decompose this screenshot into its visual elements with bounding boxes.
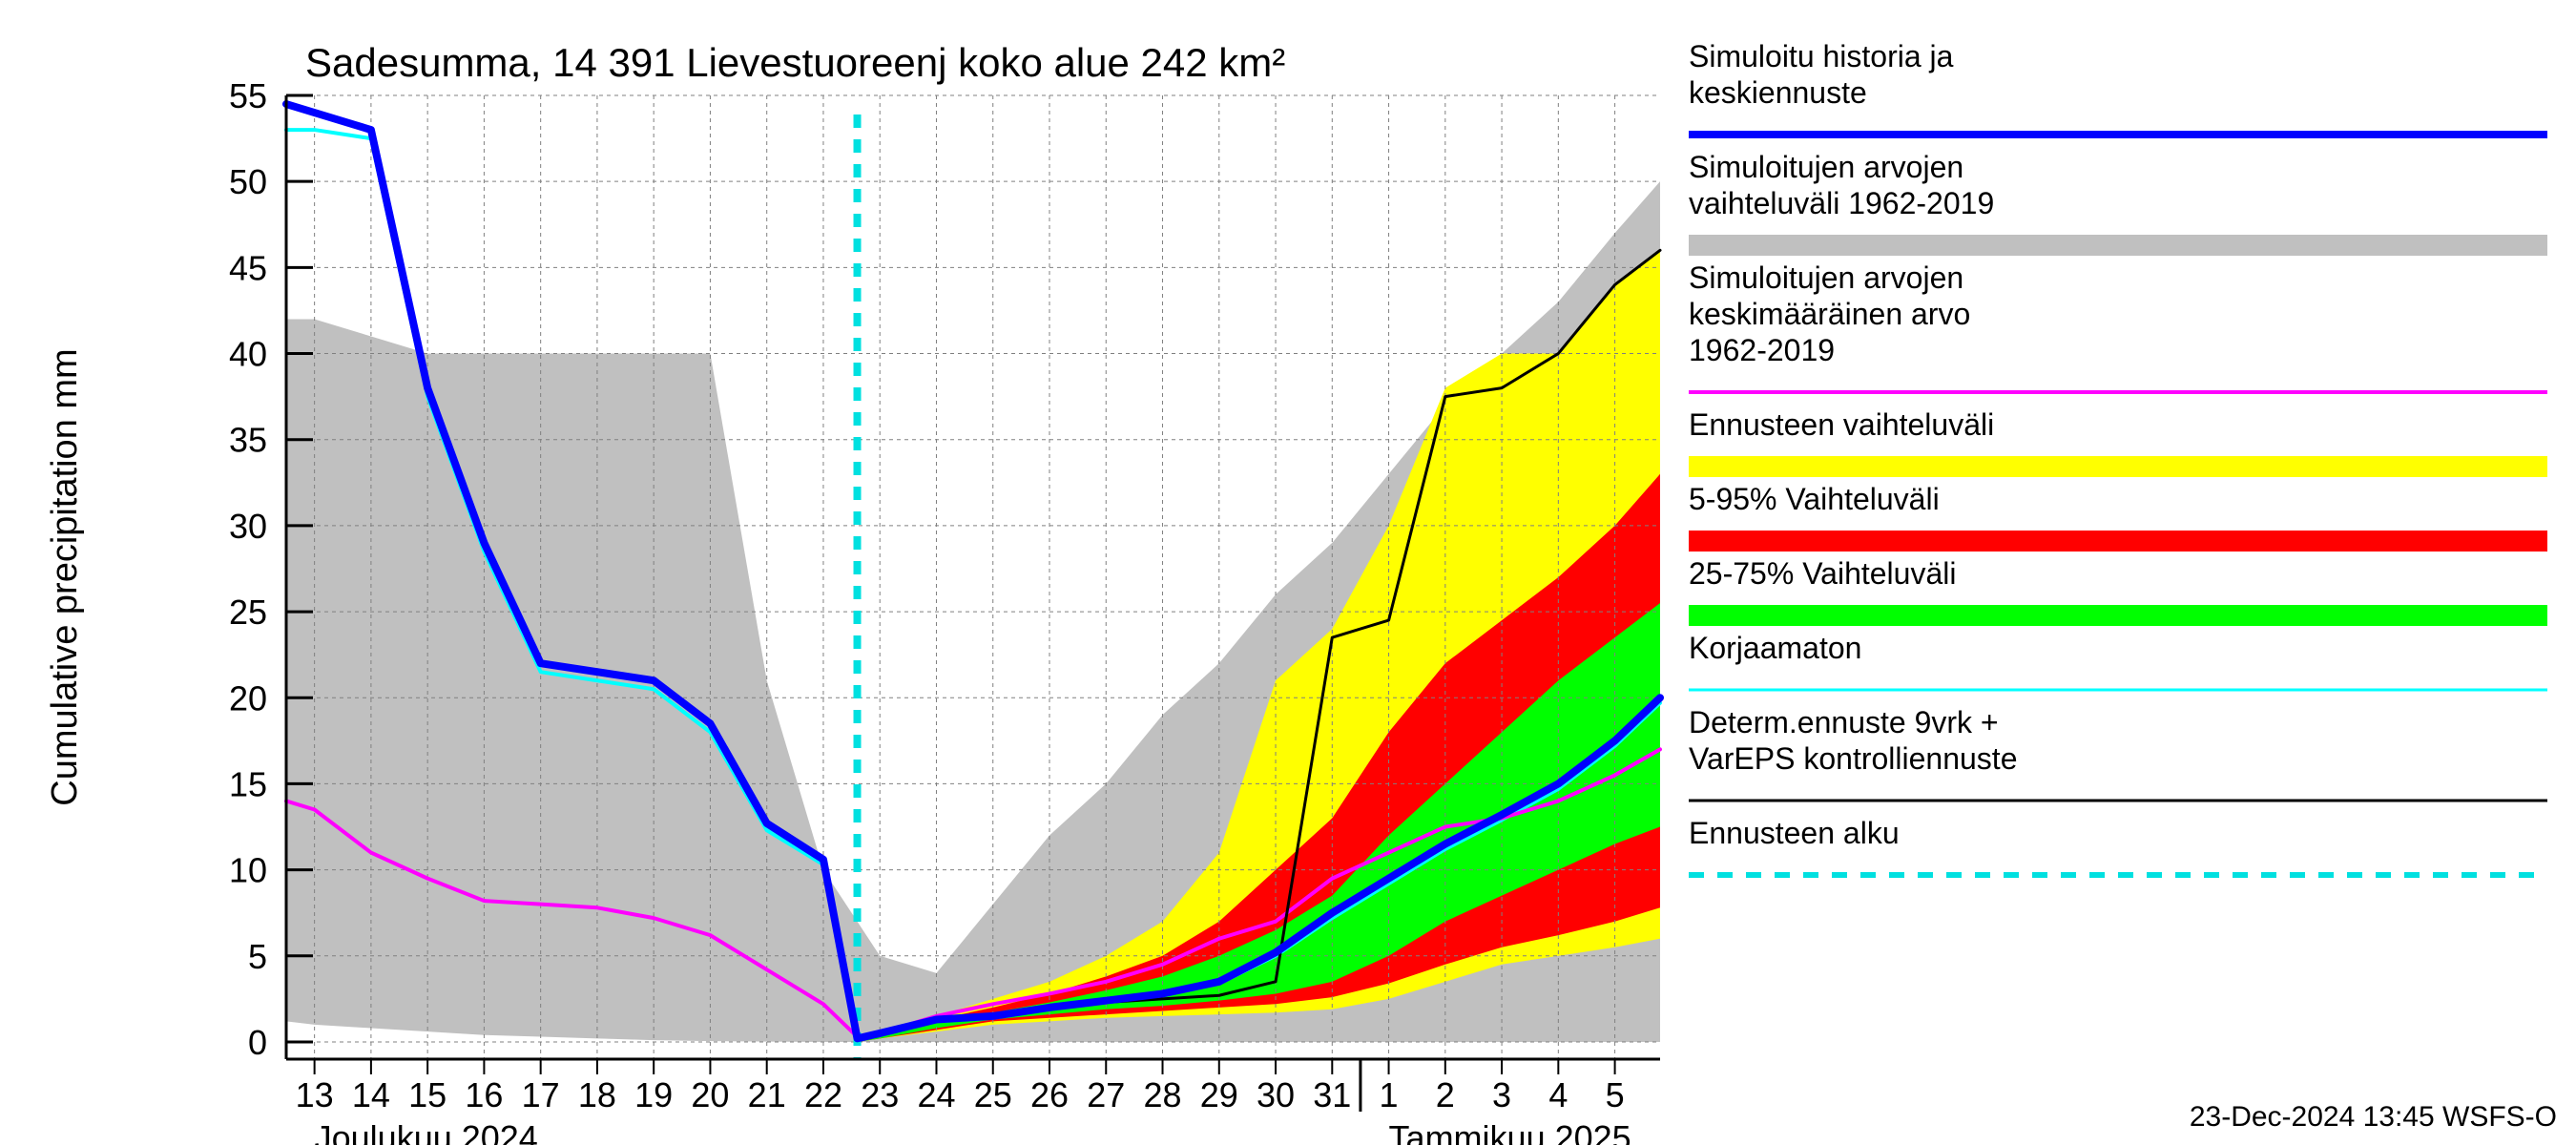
footer-timestamp: 23-Dec-2024 13:45 WSFS-O xyxy=(2190,1101,2557,1133)
y-tick-label: 10 xyxy=(229,851,267,890)
legend-swatch xyxy=(1689,605,2547,626)
y-tick-label: 30 xyxy=(229,507,267,546)
y-axis-label: Cumulative precipitation mm xyxy=(45,348,85,805)
legend-label: keskimääräinen arvo xyxy=(1689,297,1970,331)
legend-label: Ennusteen vaihteluväli xyxy=(1689,407,1994,442)
legend-label: Simuloitu historia ja xyxy=(1689,39,1954,73)
x-tick-label: 4 xyxy=(1548,1075,1568,1114)
x-tick-label: 17 xyxy=(522,1075,560,1114)
x-tick-label: 23 xyxy=(861,1075,899,1114)
x-tick-label: 22 xyxy=(804,1075,842,1114)
legend-label: Determ.ennuste 9vrk + xyxy=(1689,705,1999,739)
x-month2-fi: Tammikuu 2025 xyxy=(1389,1118,1631,1145)
precipitation-chart: 0510152025303540455055131415161718192021… xyxy=(0,0,2576,1145)
x-tick-label: 20 xyxy=(691,1075,729,1114)
legend-label: 5-95% Vaihteluväli xyxy=(1689,482,1940,516)
y-tick-label: 20 xyxy=(229,678,267,718)
legend-label: 25-75% Vaihteluväli xyxy=(1689,556,1956,591)
x-tick-label: 24 xyxy=(917,1075,955,1114)
legend-label: Simuloitujen arvojen xyxy=(1689,150,1963,184)
legend-label: keskiennuste xyxy=(1689,75,1867,110)
legend-label: VarEPS kontrolliennuste xyxy=(1689,741,2017,776)
y-tick-label: 0 xyxy=(248,1023,267,1062)
x-tick-label: 25 xyxy=(974,1075,1012,1114)
x-tick-label: 26 xyxy=(1030,1075,1069,1114)
x-tick-label: 16 xyxy=(465,1075,503,1114)
legend-label: Simuloitujen arvojen xyxy=(1689,260,1963,295)
legend: Simuloitu historia jakeskiennuste Simuloi… xyxy=(1689,39,2547,875)
chart-title: Sadesumma, 14 391 Lievestuoreenj koko al… xyxy=(305,40,1285,85)
x-tick-label: 30 xyxy=(1257,1075,1295,1114)
legend-label: vaihteluväli 1962-2019 xyxy=(1689,186,1994,220)
x-tick-label: 28 xyxy=(1143,1075,1181,1114)
y-tick-label: 50 xyxy=(229,162,267,201)
legend-swatch xyxy=(1689,531,2547,552)
x-tick-label: 13 xyxy=(296,1075,334,1114)
x-tick-label: 21 xyxy=(748,1075,786,1114)
legend-label: Korjaamaton xyxy=(1689,631,1861,665)
y-tick-label: 25 xyxy=(229,593,267,632)
chart-container: { "title": "Sadesumma, 14 391 Lievestuor… xyxy=(0,0,2576,1145)
legend-swatch xyxy=(1689,456,2547,477)
legend-label: 1962-2019 xyxy=(1689,333,1835,367)
y-tick-label: 55 xyxy=(229,76,267,115)
x-tick-label: 27 xyxy=(1087,1075,1125,1114)
y-tick-label: 45 xyxy=(229,248,267,287)
x-month-fi: Joulukuu 2024 xyxy=(315,1118,538,1145)
x-tick-label: 31 xyxy=(1313,1075,1351,1114)
y-tick-label: 35 xyxy=(229,421,267,460)
x-tick-label: 29 xyxy=(1200,1075,1238,1114)
y-tick-label: 40 xyxy=(229,335,267,374)
x-tick-label: 2 xyxy=(1436,1075,1455,1114)
x-tick-label: 15 xyxy=(408,1075,447,1114)
x-tick-label: 19 xyxy=(634,1075,673,1114)
legend-label: Ennusteen alku xyxy=(1689,816,1900,850)
x-tick-label: 18 xyxy=(578,1075,616,1114)
x-tick-label: 14 xyxy=(352,1075,390,1114)
y-tick-label: 15 xyxy=(229,764,267,803)
y-tick-label: 5 xyxy=(248,937,267,976)
x-tick-label: 5 xyxy=(1606,1075,1625,1114)
x-tick-label: 1 xyxy=(1380,1075,1399,1114)
x-tick-label: 3 xyxy=(1492,1075,1511,1114)
legend-swatch xyxy=(1689,235,2547,256)
